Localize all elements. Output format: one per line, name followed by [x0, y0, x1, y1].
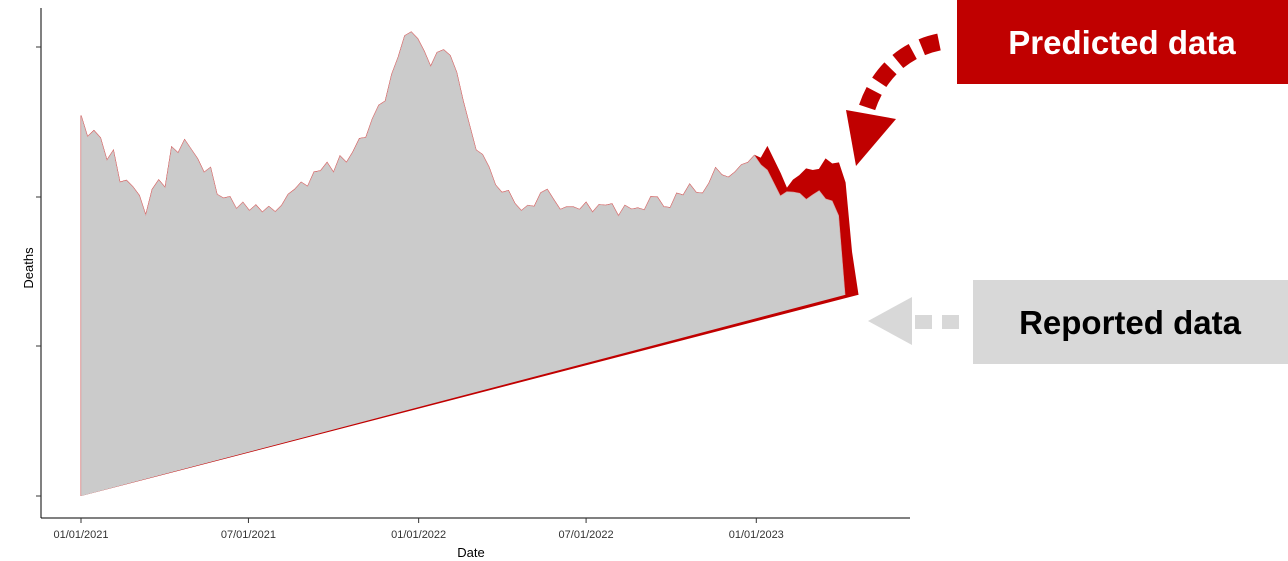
reported-arrow-dash-1: [942, 315, 959, 329]
reported-arrow-head: [868, 297, 912, 345]
y-axis-title: Deaths: [21, 247, 36, 289]
predicted-curved-arrow-shaft: [853, 33, 942, 130]
reported-data-label: Reported data: [1019, 304, 1242, 341]
x-tick-label: 01/01/2021: [53, 529, 108, 541]
reported-data-label-box: [973, 280, 1288, 364]
x-axis-title: Date: [457, 545, 484, 560]
y-axis-ticks: [36, 46, 41, 497]
axes: [40, 8, 910, 519]
predicted-data-label: Predicted data: [1008, 24, 1236, 61]
predicted-arrow-head: [846, 110, 896, 166]
x-tick-label: 07/01/2021: [221, 529, 276, 541]
reported-area: [80, 31, 846, 496]
x-tick-label: 01/01/2023: [729, 529, 784, 541]
predicted-data-label-box: [957, 0, 1288, 84]
x-tick-label: 01/01/2022: [391, 529, 446, 541]
x-axis-ticks: 01/01/2021 07/01/2021 01/01/2022 07/01/2022…: [53, 518, 784, 541]
area-series: [80, 31, 859, 496]
reported-arrow-dash-2: [915, 315, 932, 329]
x-tick-label: 07/01/2022: [559, 529, 614, 541]
predicted-data-callout: Predicted data: [846, 0, 1288, 166]
reported-data-callout: Reported data: [868, 280, 1288, 364]
